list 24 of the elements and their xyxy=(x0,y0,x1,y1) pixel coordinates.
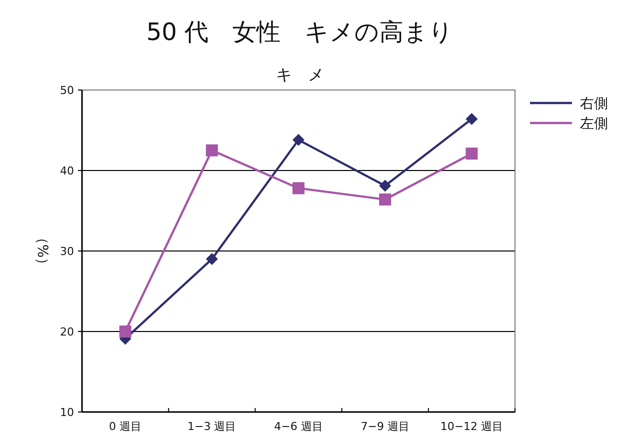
x-tick-label: 10−12 週目 xyxy=(440,420,504,433)
y-tick-label: 30 xyxy=(60,245,74,258)
point xyxy=(379,180,392,192)
x-tick-label: 7−9 週目 xyxy=(360,420,410,433)
point xyxy=(379,193,392,206)
point xyxy=(466,112,478,125)
point xyxy=(466,148,478,160)
y-tick-label: 40 xyxy=(60,164,74,178)
point xyxy=(292,182,304,194)
y-tick-label: 50 xyxy=(60,84,74,97)
point xyxy=(206,144,218,156)
point xyxy=(292,134,304,146)
x-tick-label: 4−6 週目 xyxy=(274,420,323,433)
x-tick-label: 0 週目 xyxy=(109,420,142,433)
legend-label: 右側 xyxy=(580,96,608,112)
y-tick-label: 20 xyxy=(60,326,74,338)
legend-label: 左側 xyxy=(580,116,608,132)
y-tick-label: 10 xyxy=(60,406,74,419)
chart-title: 50 代 女性 キメの高まり xyxy=(146,18,454,46)
y-axis-title: （%） xyxy=(34,230,50,272)
point xyxy=(119,326,132,338)
x-tick-label: 1−3 週目 xyxy=(188,420,236,433)
chart-subtitle: キ メ xyxy=(276,65,324,84)
point xyxy=(206,253,218,266)
